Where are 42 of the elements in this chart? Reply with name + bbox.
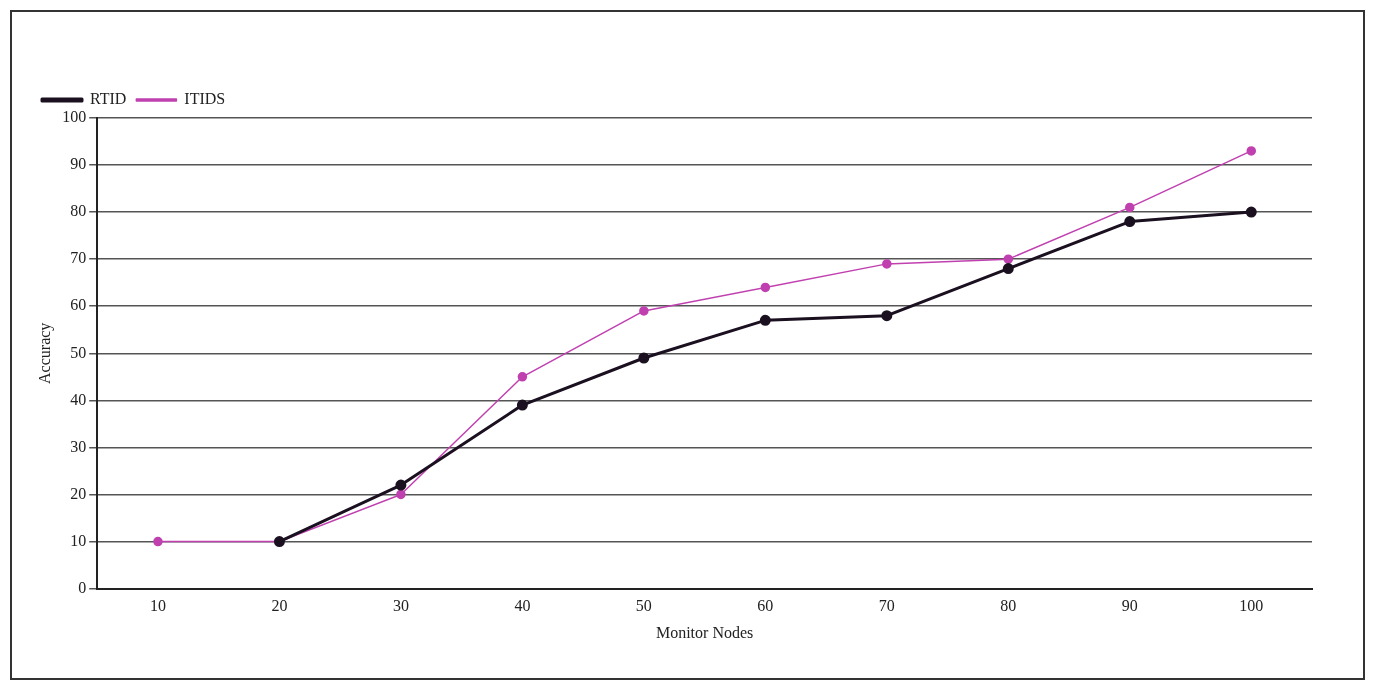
point (1125, 202, 1135, 213)
point (882, 259, 892, 269)
y-tick-label: 80 (70, 202, 87, 220)
point (396, 489, 406, 500)
legend-label: ITIDS (184, 90, 226, 108)
point (153, 536, 163, 547)
legend-label: RTID (90, 90, 127, 108)
point (881, 310, 893, 322)
x-tick-label: 100 (1239, 597, 1264, 615)
point (1245, 206, 1257, 218)
y-tick-label: 50 (70, 343, 87, 361)
point (517, 372, 528, 382)
y-tick-label: 60 (70, 296, 87, 314)
x-tick-label: 30 (392, 597, 409, 615)
x-tick-label: 40 (514, 597, 531, 615)
point (638, 352, 650, 364)
x-tick-label: 20 (271, 597, 288, 615)
x-tick-label: 70 (878, 597, 895, 615)
point (1002, 263, 1014, 275)
y-tick-label: 0 (78, 578, 87, 596)
point (516, 399, 528, 411)
point (1003, 254, 1014, 264)
x-axis-title: Monitor Nodes (655, 623, 754, 641)
y-tick-label: 70 (70, 249, 87, 267)
y-tick-label: 40 (70, 390, 87, 408)
point (395, 479, 407, 491)
x-tick-label: 50 (635, 597, 652, 615)
y-axis-title: Accuracy (35, 322, 54, 384)
y-tick-label: 100 (62, 108, 87, 126)
point (759, 314, 771, 326)
x-tick-label: 60 (757, 597, 774, 615)
x-tick-label: 10 (149, 597, 166, 615)
y-tick-label: 20 (70, 484, 87, 502)
x-tick-label: 90 (1121, 597, 1138, 615)
point (639, 306, 649, 316)
y-tick-label: 30 (70, 437, 87, 455)
point (1246, 146, 1257, 156)
y-tick-label: 90 (70, 155, 87, 173)
y-tick-label: 10 (70, 531, 87, 549)
x-tick-label: 80 (1000, 597, 1017, 615)
point (1124, 216, 1136, 228)
point (760, 282, 771, 293)
